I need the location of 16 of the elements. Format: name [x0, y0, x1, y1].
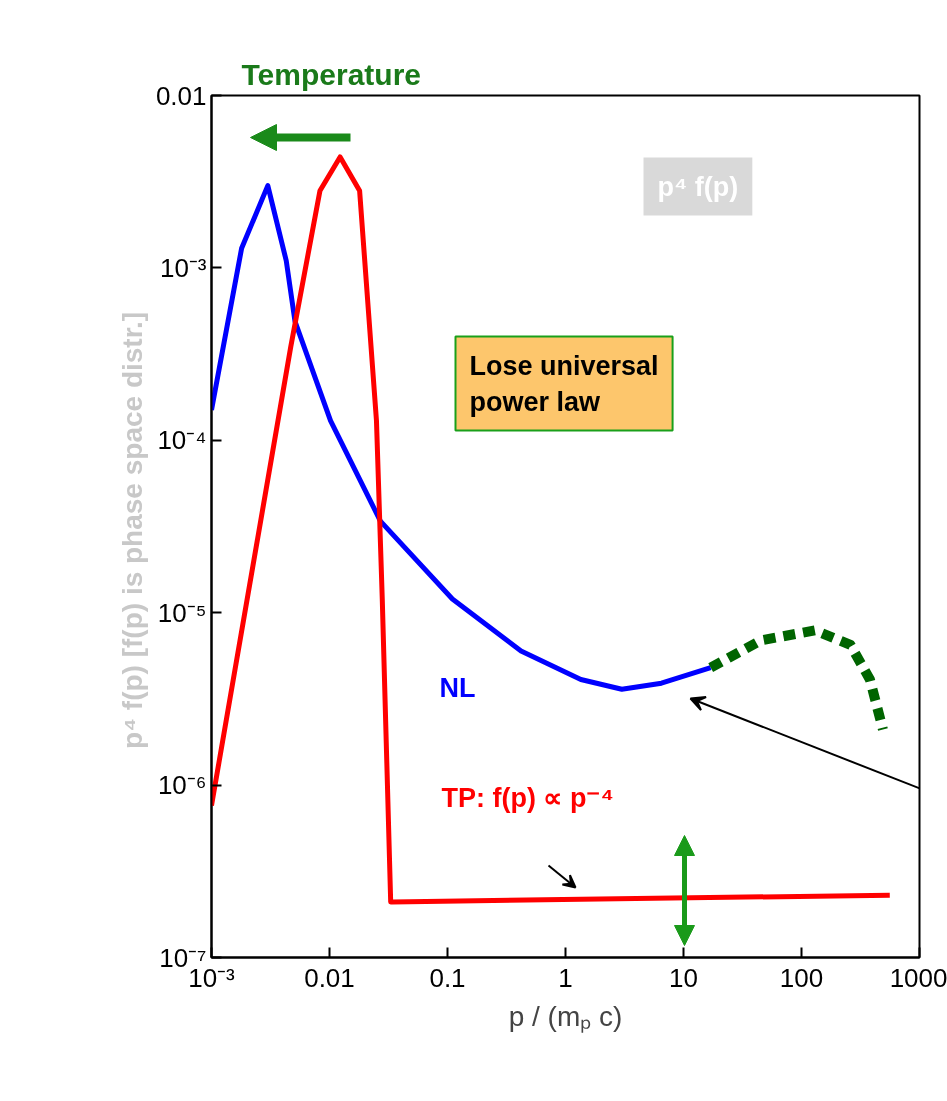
y-tick-label: 10⁻⁴	[157, 425, 207, 456]
y-tick-label: 10⁻⁵	[157, 597, 207, 628]
y-tick-label: 0.01	[155, 80, 207, 111]
x-tick-label: 10	[669, 962, 698, 993]
annotation: TP: f(p) ∝ p⁻⁴	[441, 782, 614, 813]
y-tick-label: 10⁻⁶	[157, 770, 207, 801]
y-tick-label: 10⁻³	[159, 252, 207, 283]
annotation: Lose universal power law	[469, 350, 659, 417]
x-tick-label: 0.1	[429, 962, 466, 993]
x-tick-label: 100	[779, 962, 824, 993]
x-tick-label: 1000	[889, 962, 947, 993]
x-axis-title: p / (mₚ c)	[508, 1000, 623, 1033]
annotation: NL	[439, 672, 476, 703]
x-tick-label: 1	[558, 962, 573, 993]
chart-title: Temperature	[241, 57, 422, 91]
x-tick-label: 0.01	[304, 962, 355, 993]
